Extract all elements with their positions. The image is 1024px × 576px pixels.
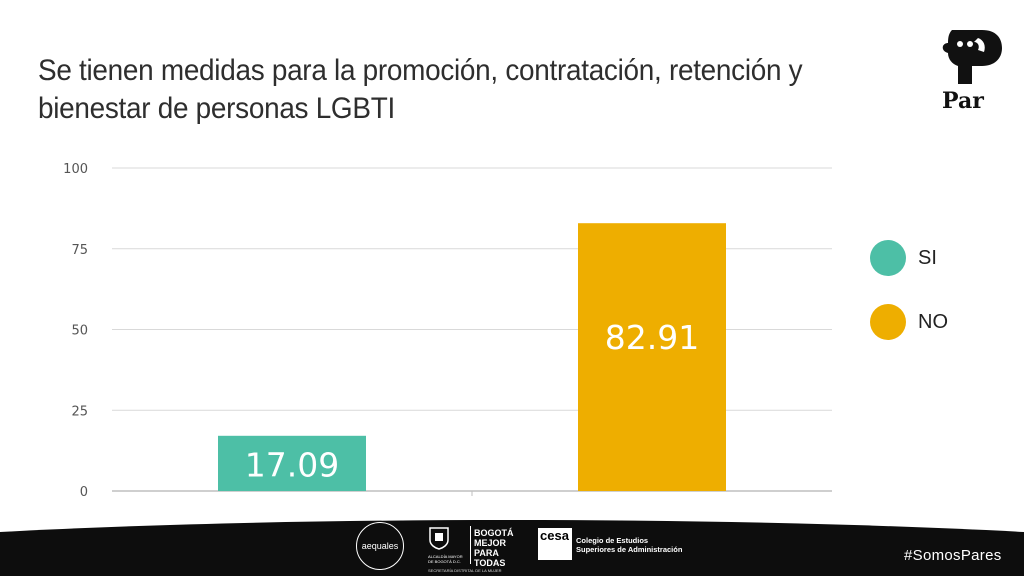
bar-chart: 0 25 50 75 100 17.09 82.91 [63, 162, 832, 500]
bogota-logo-divider [470, 526, 471, 564]
y-tick-label: 25 [71, 404, 88, 419]
aequales-logo: aequales [356, 522, 404, 570]
y-tick-label: 50 [71, 324, 88, 339]
footer-bar [0, 514, 1024, 576]
y-tick-label: 100 [63, 162, 88, 177]
y-tick-label: 0 [80, 485, 88, 500]
bogota-logo-small-text: ALCALDÍA MAYOR DE BOGOTÁ D.C. [428, 554, 463, 564]
partner-logos: aequales ALCALDÍA MAYOR DE BOGOTÁ D.C. B… [356, 522, 682, 573]
hashtag: #SomosPares [904, 547, 1002, 564]
legend-swatch-no [870, 304, 906, 340]
chart-title: Se tienen medidas para la promoción, con… [38, 54, 803, 125]
bar-no [578, 223, 726, 492]
cesa-text-line-1: Colegio de Estudios [576, 536, 649, 545]
par-logo [938, 26, 1008, 116]
legend-label-si: SI [918, 247, 937, 269]
legend-label-no: NO [918, 311, 948, 333]
bogota-logo: ALCALDÍA MAYOR DE BOGOTÁ D.C. BOGOTÁ MEJ… [428, 526, 520, 573]
data-label-si: 17.09 [245, 445, 339, 484]
bogota-crest-icon [429, 527, 449, 550]
bogota-logo-sub-text: SECRETARÍA DISTRITAL DE LA MUJER [428, 568, 502, 573]
cesa-logo-mark: cesa [538, 528, 572, 560]
cesa-mark-text: cesa [540, 528, 569, 543]
par-logo-icon [942, 30, 1002, 84]
legend-swatch-si [870, 240, 906, 276]
cesa-logo-text: Colegio de Estudios Superiores de Admini… [576, 536, 682, 554]
legend-item-si: SI [870, 240, 990, 276]
cesa-text-line-2: Superiores de Administración [576, 545, 683, 554]
legend-item-no: NO [870, 304, 990, 340]
bar-si [218, 435, 366, 491]
footer-background [0, 520, 1024, 576]
data-label-no: 82.91 [605, 318, 699, 357]
bogota-logo-big-text: BOGOTÁ MEJOR PARA TODAS [474, 528, 514, 568]
par-logo-word: Par [942, 88, 984, 114]
y-tick-label: 75 [71, 243, 88, 258]
